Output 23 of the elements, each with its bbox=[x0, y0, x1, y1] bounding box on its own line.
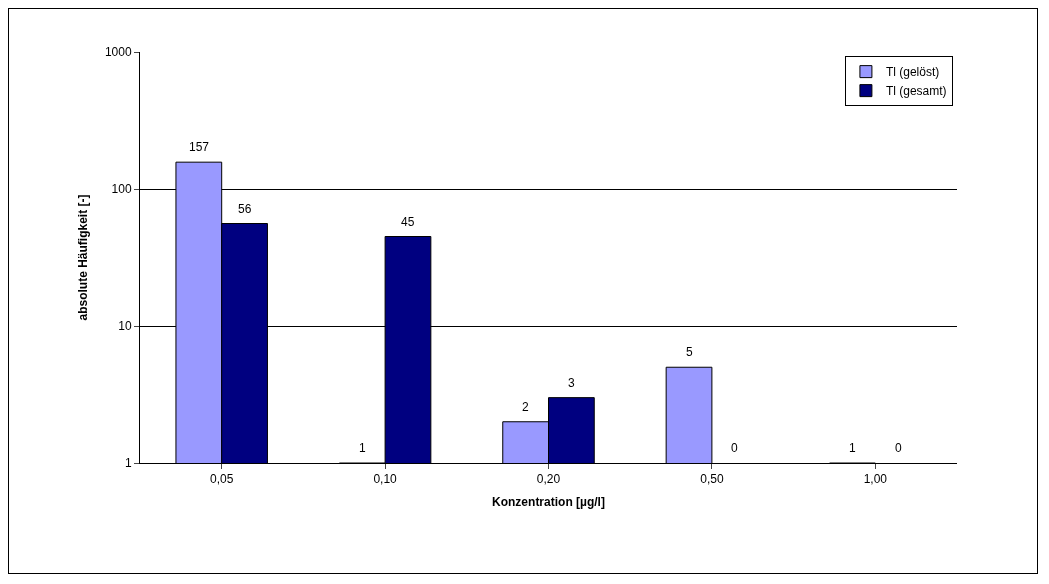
x-tick-label: 0,20 bbox=[536, 472, 561, 487]
x-axis-title: Konzentration [µg/l] bbox=[492, 495, 605, 510]
text: 0 bbox=[731, 441, 738, 455]
y-tick-label: 100 bbox=[111, 182, 132, 197]
data-label: 1 bbox=[359, 441, 366, 455]
data-label: 5 bbox=[686, 345, 693, 359]
data-label: 3 bbox=[568, 376, 575, 390]
data-label: 1 bbox=[849, 441, 856, 455]
legend-label: Tl (gesamt) bbox=[885, 84, 947, 99]
y-axis-title: absolute Häufigkeit [-] bbox=[76, 194, 91, 321]
x-tick-label: 0,05 bbox=[210, 472, 234, 487]
x-tick-label: 0,10 bbox=[373, 472, 398, 487]
x-tick-label: 1,00 bbox=[863, 472, 888, 487]
y-tick-label: 1000 bbox=[104, 45, 132, 60]
data-label: 2 bbox=[522, 400, 529, 414]
data-label: 56 bbox=[238, 202, 252, 216]
legend-label: Tl (gelöst) bbox=[885, 65, 940, 80]
x-tick-label: 0,50 bbox=[700, 472, 724, 487]
y-tick-label: 10 bbox=[118, 319, 132, 334]
y-tick-label: 1 bbox=[124, 456, 132, 471]
data-label: 45 bbox=[401, 215, 415, 229]
text: 0 bbox=[895, 441, 902, 455]
data-label: 157 bbox=[189, 140, 210, 154]
